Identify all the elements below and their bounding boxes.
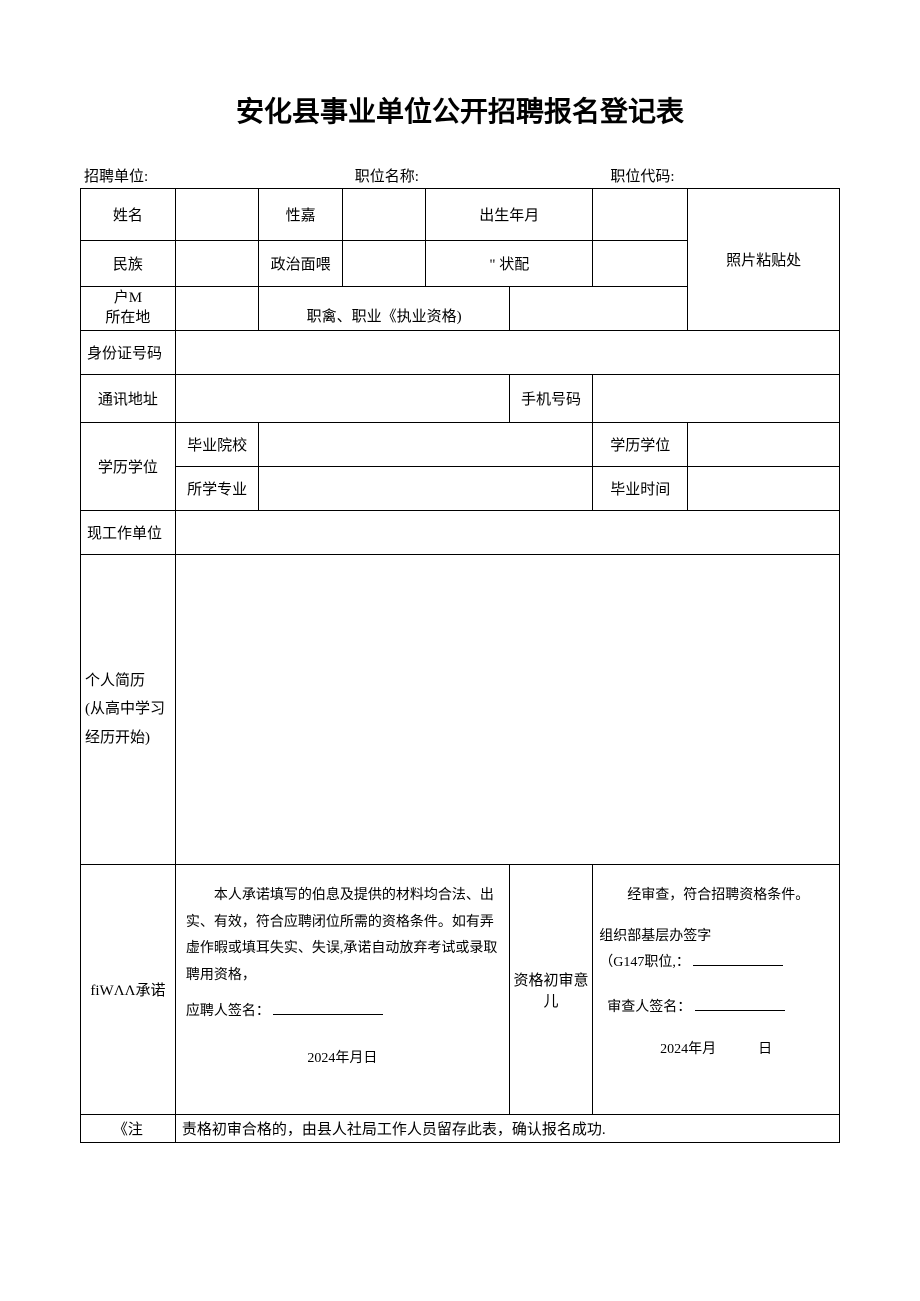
label-note: 《注 — [81, 1115, 176, 1143]
label-edu: 学历学位 — [81, 423, 176, 511]
photo-area[interactable]: 照片粘贴处 — [688, 189, 840, 331]
label-status: " 状配 — [426, 241, 593, 287]
review-box: 经审查，符合招聘资格条件。 组织部基层办签字 （G147职位,： 审查人签名： … — [593, 865, 840, 1115]
field-address[interactable] — [175, 375, 509, 423]
field-qualification[interactable] — [509, 287, 687, 331]
field-resume[interactable] — [175, 555, 839, 865]
label-idnum: 身份证号码 — [81, 331, 176, 375]
label-birth: 出生年月 — [426, 189, 593, 241]
field-politics[interactable] — [342, 241, 425, 287]
label-gender: 性嘉 — [259, 189, 342, 241]
promise-sign-line[interactable] — [273, 1001, 383, 1015]
review-sign-line[interactable] — [695, 997, 785, 1011]
review-date: 2024年月 日 — [599, 1037, 833, 1064]
label-degree: 学历学位 — [593, 423, 688, 467]
label-name: 姓名 — [81, 189, 176, 241]
note-text: 责格初审合格的，由县人社局工作人员留存此表，确认报名成功. — [175, 1115, 839, 1143]
position-name-label: 职位名称: — [355, 165, 419, 186]
label-resume: 个人简历 (从高中学习经历开始) — [81, 555, 176, 865]
label-review: 资格初审意儿 — [509, 865, 592, 1115]
field-gradtime[interactable] — [688, 467, 840, 511]
review-pos-line[interactable] — [693, 952, 783, 966]
label-politics: 政治面喂 — [259, 241, 342, 287]
header-line: 招聘单位: 职位名称: 职位代码: — [80, 165, 840, 186]
field-phone[interactable] — [593, 375, 840, 423]
field-hukou[interactable] — [175, 287, 258, 331]
field-degree[interactable] — [688, 423, 840, 467]
field-idnum[interactable] — [175, 331, 839, 375]
promise-text: 本人承诺填写的伯息及提供的材料均合法、出实、有效，符合应聘闭位所需的资格条件。如… — [186, 883, 499, 989]
field-name[interactable] — [175, 189, 258, 241]
label-address: 通讯地址 — [81, 375, 176, 423]
unit-label: 招聘单位: — [84, 165, 148, 186]
label-hukou: 户M 所在地 — [81, 287, 176, 331]
field-status[interactable] — [593, 241, 688, 287]
label-phone: 手机号码 — [509, 375, 592, 423]
label-workplace: 现工作单位 — [81, 511, 176, 555]
label-nation: 民族 — [81, 241, 176, 287]
label-major: 所学专业 — [175, 467, 258, 511]
label-promise: fiWΛΛ承诺 — [81, 865, 176, 1115]
field-workplace[interactable] — [175, 511, 839, 555]
position-code-label: 职位代码: — [610, 165, 674, 186]
label-qualification: 职禽、职业《执业资格) — [259, 287, 509, 331]
review-text: 经审查，符合招聘资格条件。 — [599, 883, 833, 910]
page-title: 安化县事业单位公开招聘报名登记表 — [80, 90, 840, 130]
field-birth[interactable] — [593, 189, 688, 241]
label-school: 毕业院校 — [175, 423, 258, 467]
promise-date: 2024年月日 — [186, 1046, 499, 1073]
field-nation[interactable] — [175, 241, 258, 287]
review-pos-label: （G147职位,： — [599, 955, 690, 970]
field-gender[interactable] — [342, 189, 425, 241]
field-school[interactable] — [259, 423, 593, 467]
review-sign-label: 审查人签名： — [607, 1000, 691, 1015]
registration-table: 姓名 性嘉 出生年月 照片粘贴处 民族 政治面喂 " 状配 户M 所在地 职禽、… — [80, 188, 840, 1143]
promise-box: 本人承诺填写的伯息及提供的材料均合法、出实、有效，符合应聘闭位所需的资格条件。如… — [175, 865, 509, 1115]
field-major[interactable] — [259, 467, 593, 511]
promise-sign-label: 应聘人签名： — [186, 1004, 270, 1019]
label-gradtime: 毕业时间 — [593, 467, 688, 511]
review-org-label: 组织部基层办签字 — [599, 924, 833, 951]
